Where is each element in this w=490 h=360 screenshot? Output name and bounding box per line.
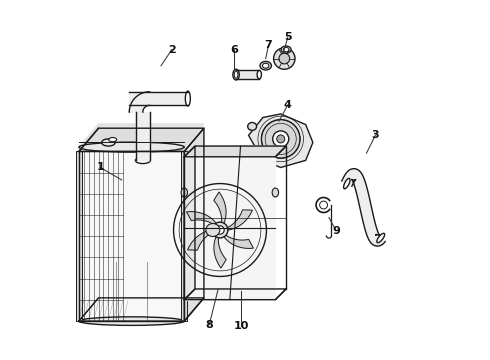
Text: 5: 5 bbox=[284, 32, 292, 42]
Polygon shape bbox=[236, 70, 259, 79]
Ellipse shape bbox=[185, 91, 190, 106]
Polygon shape bbox=[129, 92, 188, 105]
Ellipse shape bbox=[377, 233, 385, 243]
Ellipse shape bbox=[257, 70, 262, 79]
Polygon shape bbox=[184, 128, 204, 321]
Ellipse shape bbox=[206, 224, 220, 237]
Polygon shape bbox=[248, 114, 313, 167]
Polygon shape bbox=[187, 212, 220, 230]
Circle shape bbox=[216, 226, 224, 234]
Ellipse shape bbox=[101, 139, 115, 146]
Polygon shape bbox=[220, 210, 252, 230]
Ellipse shape bbox=[247, 122, 257, 130]
Ellipse shape bbox=[281, 46, 291, 53]
Polygon shape bbox=[220, 230, 253, 248]
Polygon shape bbox=[184, 146, 195, 300]
Ellipse shape bbox=[79, 142, 184, 152]
Polygon shape bbox=[136, 112, 149, 160]
Ellipse shape bbox=[79, 317, 184, 325]
Ellipse shape bbox=[343, 178, 350, 189]
Text: 4: 4 bbox=[284, 100, 292, 110]
Polygon shape bbox=[79, 128, 204, 152]
Ellipse shape bbox=[234, 71, 238, 78]
Text: 9: 9 bbox=[332, 226, 340, 236]
Circle shape bbox=[277, 135, 285, 143]
Text: 7: 7 bbox=[265, 40, 272, 50]
Ellipse shape bbox=[233, 69, 239, 80]
Ellipse shape bbox=[135, 157, 150, 163]
Ellipse shape bbox=[181, 188, 188, 197]
Ellipse shape bbox=[260, 62, 271, 70]
Polygon shape bbox=[79, 124, 204, 147]
Circle shape bbox=[272, 131, 289, 147]
Circle shape bbox=[212, 222, 228, 238]
Polygon shape bbox=[214, 230, 226, 268]
Ellipse shape bbox=[263, 63, 269, 68]
Ellipse shape bbox=[272, 188, 279, 197]
Polygon shape bbox=[184, 157, 275, 300]
Text: 6: 6 bbox=[230, 45, 238, 55]
Bar bbox=[181, 152, 187, 321]
Polygon shape bbox=[184, 146, 286, 157]
Polygon shape bbox=[342, 168, 385, 246]
Polygon shape bbox=[129, 92, 149, 112]
Ellipse shape bbox=[109, 138, 117, 142]
Circle shape bbox=[279, 53, 290, 64]
Bar bbox=[76, 152, 82, 321]
Text: 10: 10 bbox=[234, 321, 249, 332]
Polygon shape bbox=[79, 152, 184, 321]
Polygon shape bbox=[214, 192, 226, 230]
Polygon shape bbox=[79, 298, 204, 321]
Ellipse shape bbox=[283, 48, 289, 52]
Circle shape bbox=[273, 48, 295, 69]
Text: 2: 2 bbox=[168, 45, 175, 55]
Text: 3: 3 bbox=[371, 130, 379, 140]
Circle shape bbox=[262, 120, 300, 158]
Text: 8: 8 bbox=[205, 320, 213, 330]
Text: 1: 1 bbox=[97, 162, 104, 172]
Polygon shape bbox=[188, 230, 220, 250]
